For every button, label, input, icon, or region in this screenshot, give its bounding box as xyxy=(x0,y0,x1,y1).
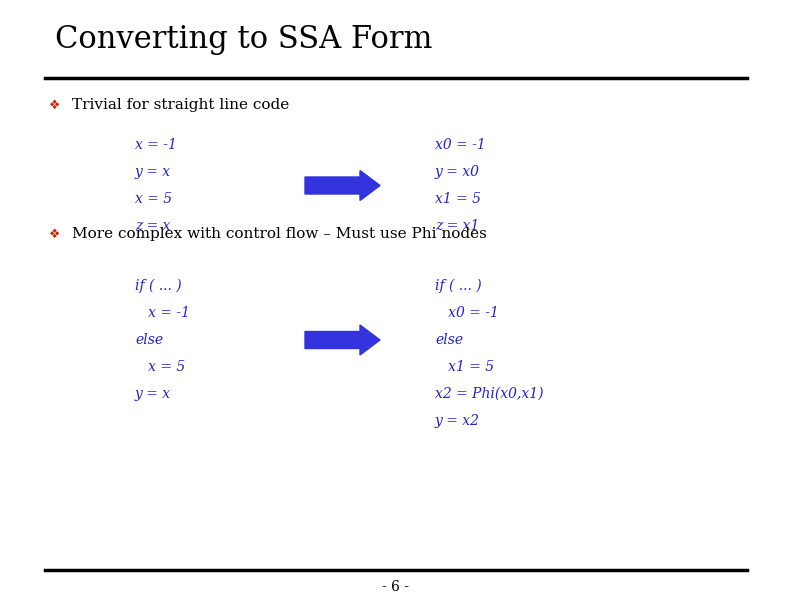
Text: x = -1: x = -1 xyxy=(135,306,190,320)
Text: y = x: y = x xyxy=(135,165,171,179)
Text: y = x2: y = x2 xyxy=(435,414,480,428)
Text: if ( ... ): if ( ... ) xyxy=(135,279,181,293)
Text: z = x1: z = x1 xyxy=(435,219,479,233)
Text: else: else xyxy=(135,333,163,347)
Text: Trivial for straight line code: Trivial for straight line code xyxy=(72,98,289,112)
Text: x = 5: x = 5 xyxy=(135,360,185,374)
FancyArrow shape xyxy=(305,325,380,355)
Text: if ( ... ): if ( ... ) xyxy=(435,279,482,293)
Text: x0 = -1: x0 = -1 xyxy=(435,306,499,320)
Text: y = x: y = x xyxy=(135,387,171,401)
Text: Converting to SSA Form: Converting to SSA Form xyxy=(55,24,432,55)
Text: More complex with control flow – Must use Phi nodes: More complex with control flow – Must us… xyxy=(72,227,487,241)
Text: x = 5: x = 5 xyxy=(135,192,172,206)
Text: ❖: ❖ xyxy=(49,99,61,111)
Text: x1 = 5: x1 = 5 xyxy=(435,192,481,206)
Text: x1 = 5: x1 = 5 xyxy=(435,360,494,374)
Text: x2 = Phi(x0,x1): x2 = Phi(x0,x1) xyxy=(435,387,543,401)
Text: y = x0: y = x0 xyxy=(435,165,480,179)
Text: else: else xyxy=(435,333,463,347)
Text: z = x: z = x xyxy=(135,219,170,233)
Text: ❖: ❖ xyxy=(49,228,61,241)
Text: - 6 -: - 6 - xyxy=(383,580,409,594)
Text: x0 = -1: x0 = -1 xyxy=(435,138,485,152)
Text: x = -1: x = -1 xyxy=(135,138,177,152)
FancyArrow shape xyxy=(305,171,380,201)
